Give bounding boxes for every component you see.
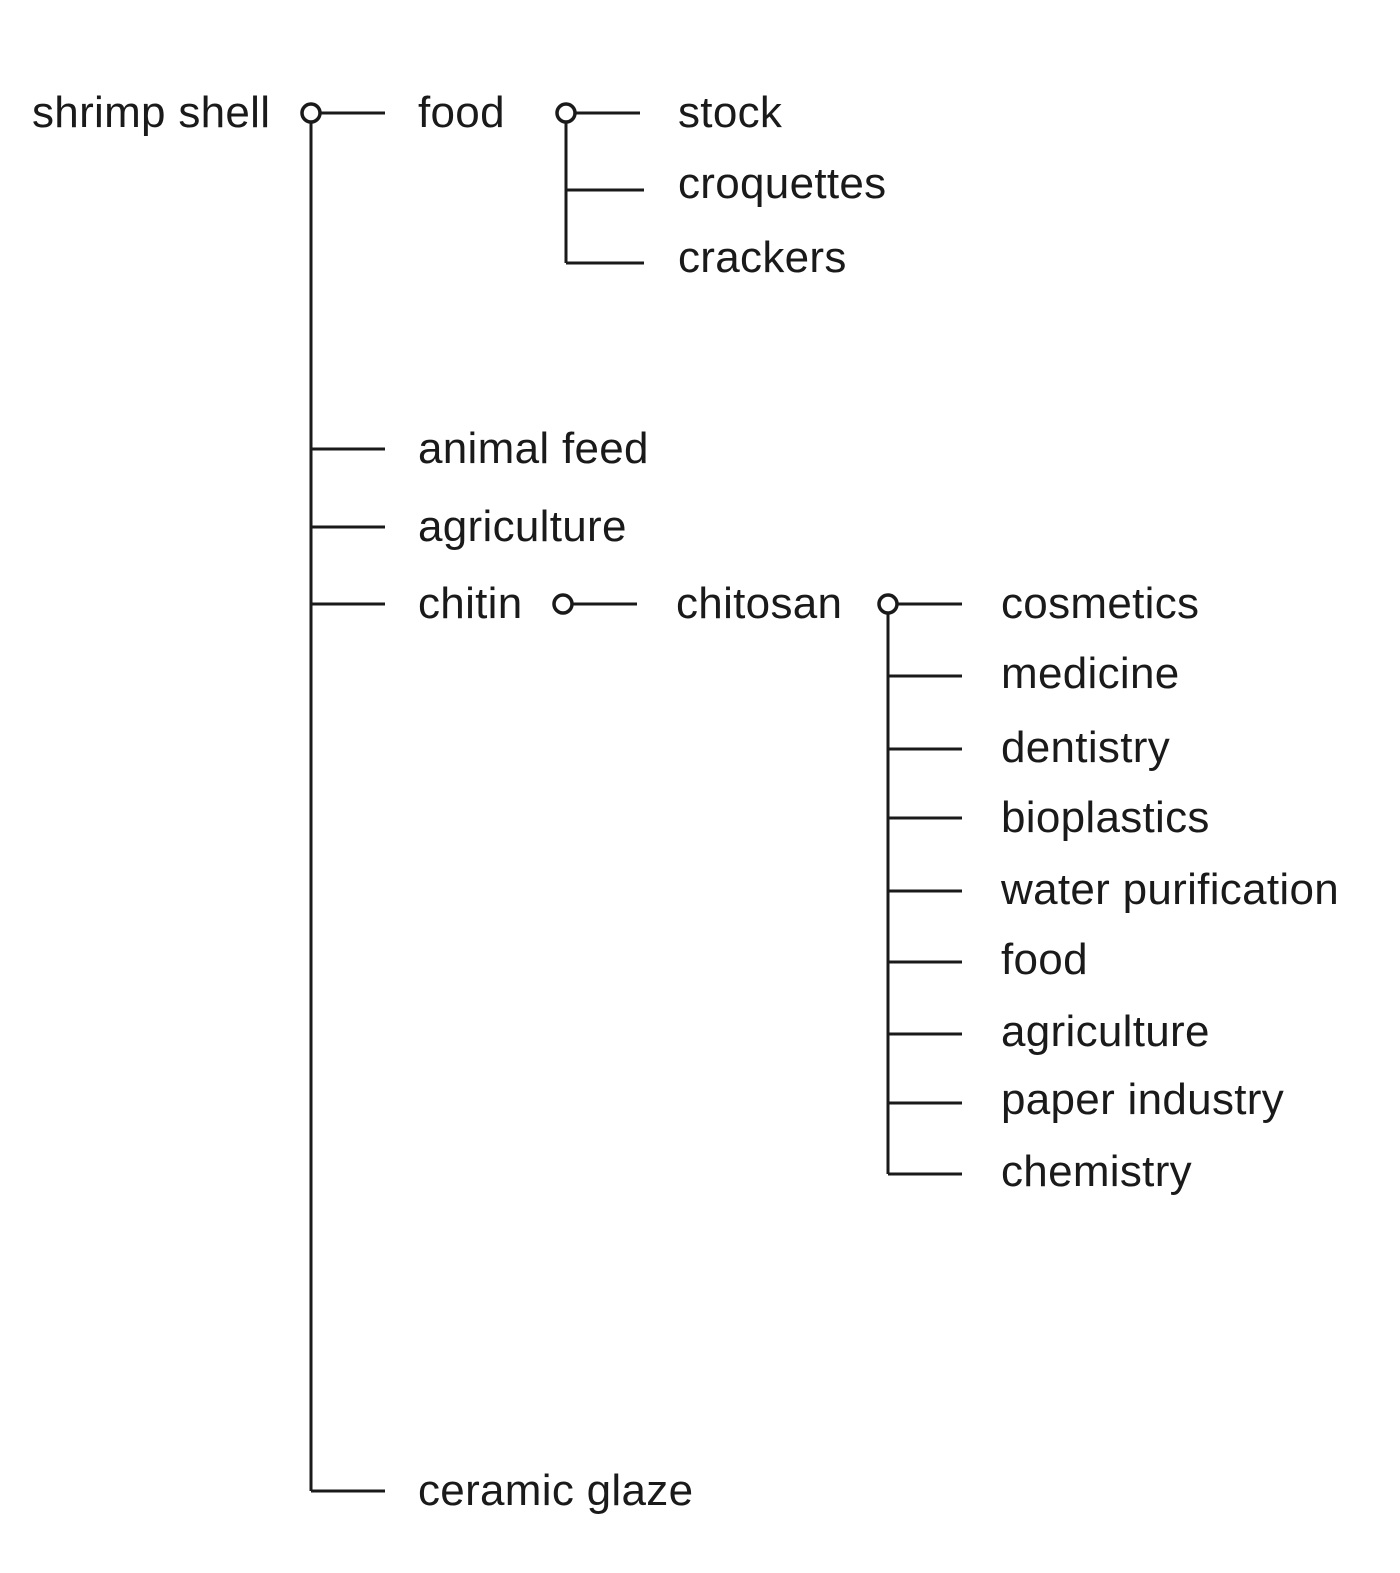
medicine-label: medicine [1001,649,1180,698]
paper-industry-label: paper industry [1001,1075,1284,1124]
root-label: shrimp shell [32,88,270,137]
chemistry-label: chemistry [1001,1147,1192,1196]
chitosan-label: chitosan [676,579,842,628]
agriculture2-label: agriculture [1001,1007,1210,1056]
cosmetics-label: cosmetics [1001,579,1199,628]
croquettes-label: croquettes [678,159,886,208]
connectors [309,111,962,1493]
root-node-circle [300,102,322,124]
animal-feed-label: animal feed [418,424,649,473]
food-label: food [418,88,505,137]
labels: shrimp shell food stock croquettes crack… [32,88,1339,1515]
chitin-node-circle [552,593,574,615]
chitosan-node-circle [877,593,899,615]
nodes [300,102,899,615]
ceramic-glaze-label: ceramic glaze [418,1466,693,1515]
dentistry-label: dentistry [1001,723,1170,772]
food-node-circle [555,102,577,124]
bioplastics-label: bioplastics [1001,793,1210,842]
agriculture-label: agriculture [418,502,627,551]
stock-label: stock [678,88,783,137]
water-purification-label: water purification [1000,865,1339,914]
crackers-label: crackers [678,233,847,282]
food2-label: food [1001,935,1088,984]
chitin-label: chitin [418,579,523,628]
